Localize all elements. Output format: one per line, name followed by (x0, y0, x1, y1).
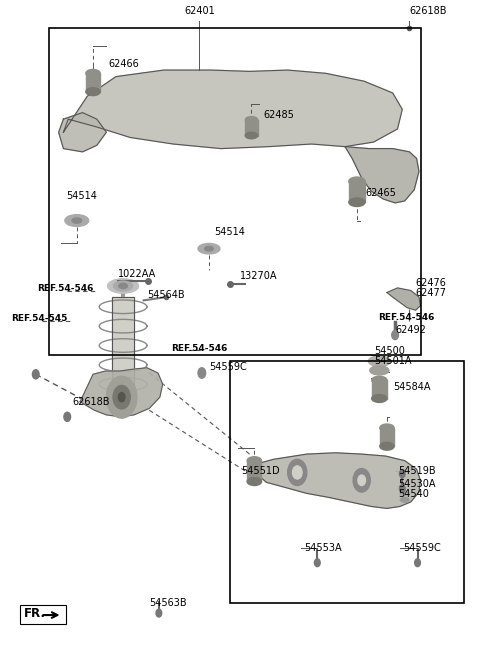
Ellipse shape (86, 70, 100, 78)
Circle shape (288, 459, 307, 486)
Polygon shape (345, 147, 419, 203)
Ellipse shape (119, 283, 127, 288)
Circle shape (113, 386, 130, 409)
Bar (49, 28, 421, 355)
Text: 54530A: 54530A (398, 479, 436, 489)
Text: 54563B: 54563B (149, 598, 187, 608)
Ellipse shape (349, 177, 365, 185)
Text: REF.54-545: REF.54-545 (11, 314, 67, 323)
Text: 1022AA: 1022AA (118, 269, 156, 279)
Text: 54559C: 54559C (404, 543, 442, 553)
Ellipse shape (380, 424, 394, 432)
Text: FR.: FR. (24, 606, 46, 620)
Ellipse shape (349, 198, 365, 206)
Circle shape (314, 559, 320, 566)
Text: 62618B: 62618B (409, 6, 447, 16)
Circle shape (392, 330, 398, 340)
Circle shape (118, 393, 125, 402)
Text: 62485: 62485 (263, 110, 294, 120)
Text: 62401: 62401 (184, 6, 215, 16)
Circle shape (64, 412, 71, 421)
Circle shape (358, 475, 365, 486)
Bar (86, 74, 100, 92)
Bar (230, 361, 464, 603)
Circle shape (107, 376, 137, 418)
Ellipse shape (400, 497, 409, 502)
Polygon shape (387, 288, 420, 310)
Text: 54514: 54514 (66, 191, 96, 201)
Ellipse shape (400, 491, 409, 496)
Text: 54500: 54500 (374, 346, 406, 356)
Circle shape (399, 485, 405, 493)
Text: 13270A: 13270A (240, 271, 277, 281)
Text: 62465: 62465 (365, 188, 396, 198)
Text: 62466: 62466 (109, 58, 140, 69)
Text: 62492: 62492 (395, 325, 426, 335)
Text: 54551D: 54551D (241, 466, 279, 476)
Ellipse shape (372, 376, 387, 384)
Text: 54584A: 54584A (393, 382, 430, 392)
Circle shape (292, 466, 302, 479)
Circle shape (156, 609, 162, 617)
Polygon shape (80, 368, 163, 417)
Bar (349, 181, 365, 202)
Text: 62618B: 62618B (72, 397, 109, 407)
Text: REF.54-546: REF.54-546 (378, 313, 435, 322)
Bar (247, 461, 262, 482)
Ellipse shape (86, 88, 100, 96)
Bar (372, 380, 387, 399)
Text: 54514: 54514 (214, 227, 245, 237)
Text: 62477: 62477 (416, 288, 446, 298)
Ellipse shape (372, 395, 387, 403)
Ellipse shape (198, 244, 220, 254)
Ellipse shape (65, 215, 89, 227)
Text: REF.54-546: REF.54-546 (37, 284, 94, 292)
Text: 62476: 62476 (416, 278, 446, 288)
Ellipse shape (245, 116, 258, 123)
Circle shape (353, 468, 370, 492)
Text: 54519B: 54519B (398, 466, 436, 476)
Circle shape (415, 559, 420, 566)
Polygon shape (250, 453, 420, 509)
Bar (112, 297, 134, 394)
Ellipse shape (114, 281, 132, 291)
Ellipse shape (247, 478, 262, 486)
Ellipse shape (204, 246, 213, 251)
Text: 54501A: 54501A (374, 356, 412, 366)
Ellipse shape (245, 132, 258, 139)
Bar (21, 604, 66, 624)
Bar (245, 120, 258, 135)
Polygon shape (63, 70, 402, 148)
Ellipse shape (72, 218, 82, 223)
Bar (380, 428, 394, 446)
Text: 54553A: 54553A (304, 543, 342, 553)
Circle shape (33, 370, 39, 379)
Text: 54559C: 54559C (209, 362, 247, 373)
Text: 54564B: 54564B (147, 290, 185, 300)
Ellipse shape (108, 279, 139, 293)
Polygon shape (59, 112, 107, 152)
Ellipse shape (380, 442, 394, 450)
Circle shape (399, 470, 405, 478)
Text: REF.54-546: REF.54-546 (171, 344, 227, 353)
Ellipse shape (368, 356, 390, 367)
Bar (112, 297, 134, 394)
Ellipse shape (247, 457, 262, 464)
Ellipse shape (370, 366, 389, 375)
Circle shape (198, 368, 205, 378)
Text: 54540: 54540 (398, 489, 429, 499)
